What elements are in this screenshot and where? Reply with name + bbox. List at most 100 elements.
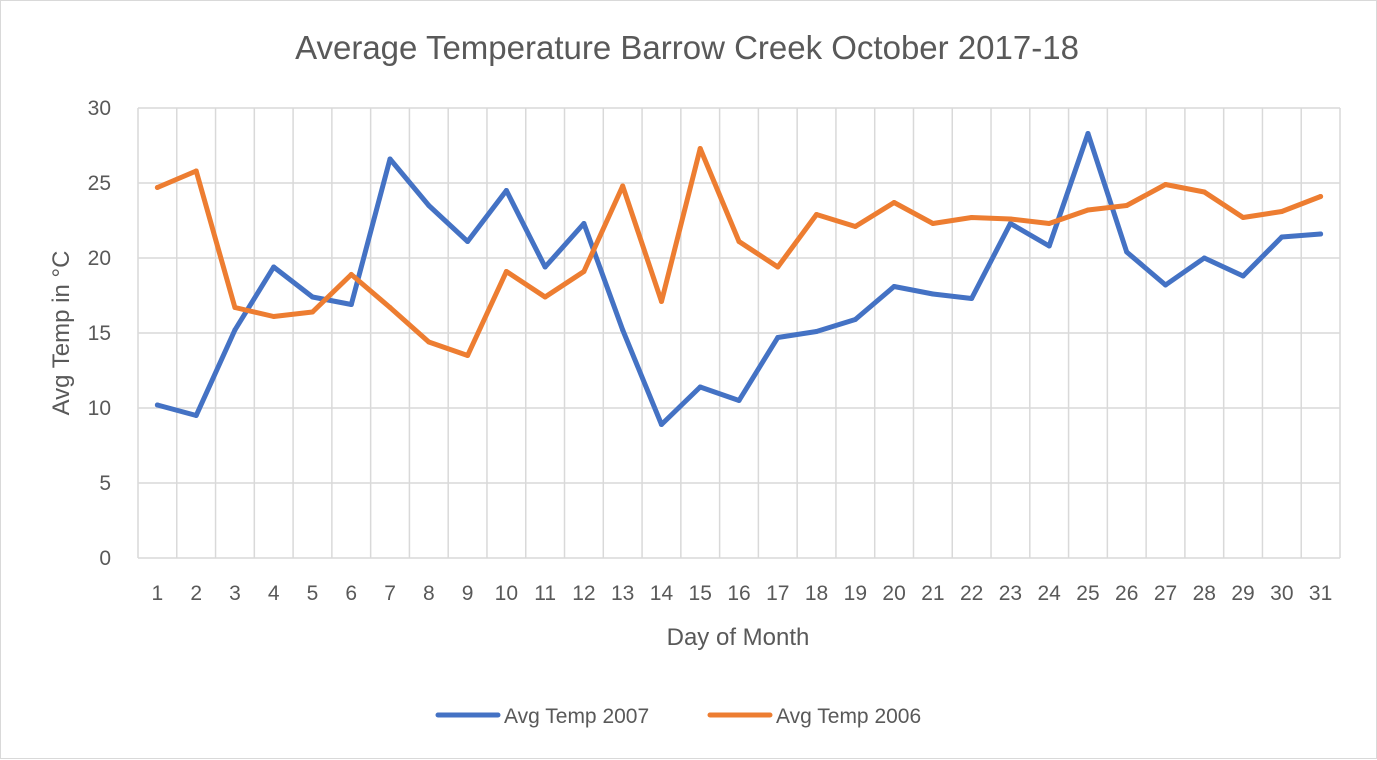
- y-axis-ticks: 0 5 10 15 20 25 30: [88, 97, 111, 570]
- x-tick-label: 4: [268, 582, 280, 605]
- x-tick-label: 9: [462, 582, 474, 605]
- data-point: [465, 353, 471, 358]
- data-point: [736, 398, 742, 403]
- x-tick-label: 24: [1038, 582, 1062, 605]
- x-tick-label: 23: [999, 582, 1022, 605]
- x-axis-ticks: 1 2 3 4 5 6 7 8 9 10 11 12 13 14 15 16 17 18 19 20 21 22 23 24 2…: [152, 582, 1333, 605]
- data-point: [154, 402, 160, 408]
- x-tick-label: 5: [307, 582, 319, 605]
- y-tick-label: 5: [99, 472, 111, 495]
- data-point: [930, 221, 936, 226]
- y-tick-label: 15: [88, 322, 111, 345]
- data-point: [1007, 221, 1013, 226]
- data-point: [1085, 131, 1091, 136]
- data-point: [1046, 243, 1052, 249]
- x-tick-label: 16: [727, 582, 750, 605]
- data-point: [1201, 189, 1207, 195]
- x-tick-label: 8: [423, 582, 435, 605]
- x-tick-label: 11: [534, 582, 556, 605]
- data-point: [1085, 207, 1091, 213]
- y-tick-label: 0: [99, 547, 111, 570]
- data-point: [1007, 216, 1013, 222]
- x-tick-label: 30: [1270, 582, 1293, 605]
- data-point: [775, 335, 781, 340]
- x-tick-label: 28: [1193, 582, 1216, 605]
- series-lines: [154, 131, 1324, 427]
- data-point: [969, 296, 975, 301]
- data-point: [581, 269, 587, 274]
- data-point: [271, 314, 277, 319]
- x-tick-label: 22: [960, 582, 983, 605]
- data-point: [232, 305, 238, 310]
- data-point: [620, 183, 626, 189]
- data-point: [1163, 182, 1169, 187]
- data-point: [193, 413, 199, 418]
- y-tick-label: 20: [88, 247, 111, 270]
- data-point: [465, 239, 471, 244]
- data-point: [658, 299, 664, 304]
- data-point: [1046, 221, 1052, 226]
- data-point: [348, 272, 354, 277]
- x-tick-label: 14: [650, 582, 674, 605]
- x-tick-label: 2: [190, 582, 202, 605]
- data-point: [620, 327, 626, 333]
- data-point: [1201, 255, 1207, 261]
- gridlines: [137, 107, 1341, 559]
- data-point: [154, 185, 160, 190]
- data-point: [1279, 234, 1285, 240]
- y-axis-title: Avg Temp in °C: [48, 251, 75, 416]
- x-tick-label: 17: [766, 582, 789, 605]
- data-point: [697, 384, 703, 390]
- x-tick-label: 25: [1076, 582, 1099, 605]
- data-point: [1163, 282, 1169, 288]
- data-point: [1124, 203, 1130, 208]
- data-point: [852, 317, 858, 322]
- data-point: [658, 422, 664, 427]
- data-point: [309, 294, 315, 300]
- data-point: [309, 309, 315, 315]
- x-tick-label: 3: [229, 582, 241, 605]
- x-tick-label: 1: [152, 582, 164, 605]
- data-point: [271, 264, 277, 270]
- y-tick-label: 30: [88, 97, 111, 120]
- data-point: [1318, 194, 1324, 199]
- x-tick-label: 19: [844, 582, 867, 605]
- data-point: [852, 224, 858, 229]
- x-tick-label: 27: [1154, 582, 1177, 605]
- data-point: [1240, 215, 1246, 220]
- x-tick-label: 26: [1115, 582, 1138, 605]
- data-point: [426, 339, 432, 345]
- legend: Avg Temp 2007 Avg Temp 2006: [435, 705, 921, 728]
- y-tick-label: 10: [88, 397, 111, 420]
- x-tick-label: 12: [572, 582, 595, 605]
- x-tick-label: 21: [921, 582, 944, 605]
- x-tick-label: 15: [689, 582, 712, 605]
- data-point: [814, 329, 820, 334]
- data-point: [542, 294, 548, 300]
- legend-label-1: Avg Temp 2007: [504, 705, 649, 728]
- data-point: [814, 212, 820, 217]
- data-point: [193, 168, 199, 174]
- data-point: [697, 146, 703, 151]
- x-tick-label: 10: [495, 582, 518, 605]
- data-point: [1279, 209, 1285, 214]
- data-point: [387, 305, 393, 310]
- data-point: [891, 200, 897, 205]
- data-point: [581, 221, 587, 226]
- data-point: [503, 188, 509, 193]
- legend-label-2: Avg Temp 2006: [776, 705, 921, 728]
- data-point: [969, 215, 975, 220]
- data-point: [736, 239, 742, 244]
- x-tick-label: 18: [805, 582, 828, 605]
- x-tick-label: 13: [611, 582, 634, 605]
- data-point: [387, 156, 393, 162]
- data-point: [930, 291, 936, 297]
- x-tick-label: 31: [1309, 582, 1332, 605]
- data-point: [503, 269, 509, 274]
- data-point: [1240, 273, 1246, 279]
- data-point: [1124, 249, 1130, 255]
- x-tick-label: 29: [1231, 582, 1254, 605]
- data-point: [426, 203, 432, 208]
- data-point: [1318, 231, 1324, 237]
